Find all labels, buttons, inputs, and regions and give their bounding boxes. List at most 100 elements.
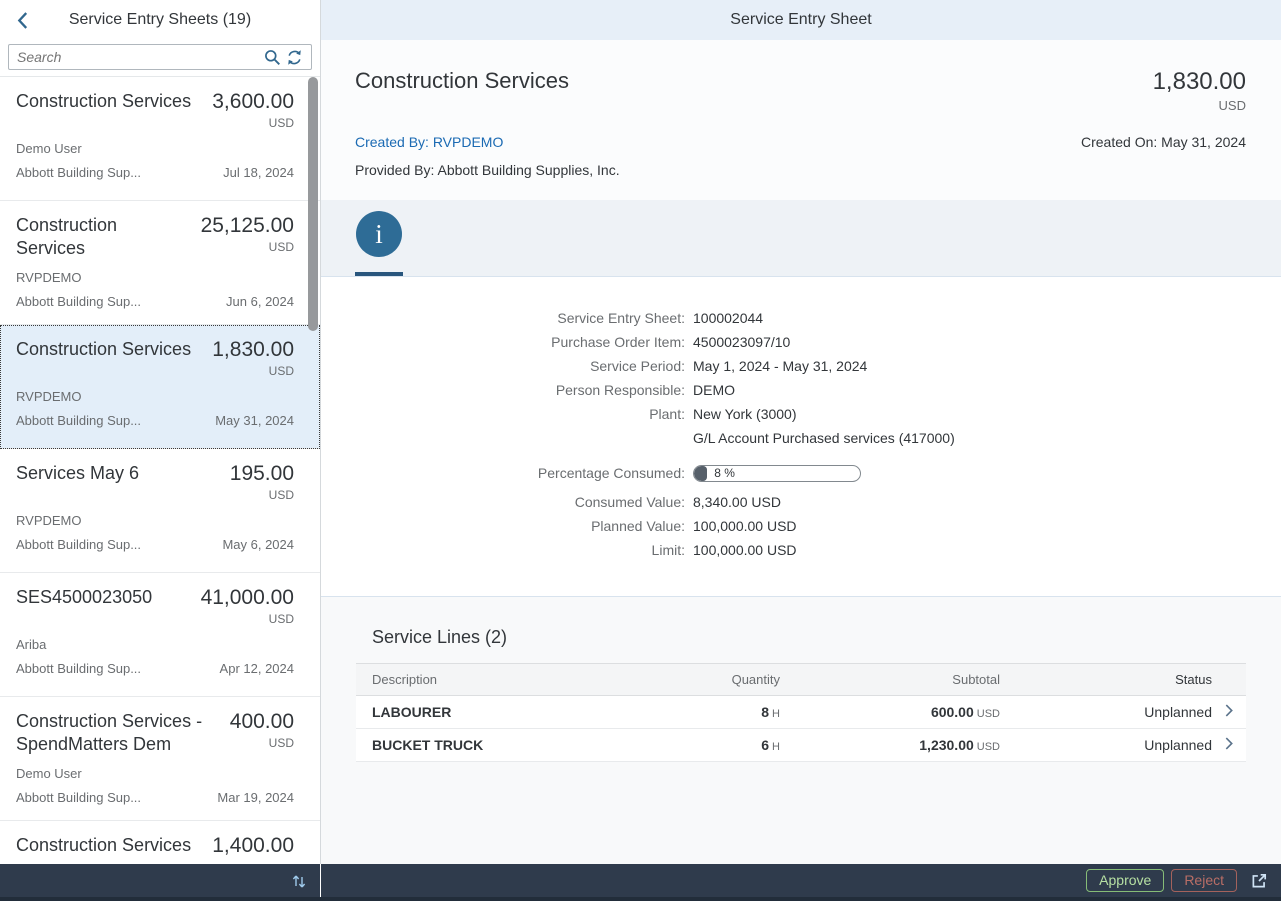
object-currency: USD [1153, 98, 1246, 113]
list-item[interactable]: Construction Services 3,600.00 USD Demo … [0, 77, 320, 201]
item-amount: 1,400.00 [212, 834, 294, 858]
form-row: Service Period: May 1, 2024 - May 31, 20… [321, 358, 1281, 382]
search-icon[interactable] [261, 48, 283, 66]
item-title: Construction Services - SpendMatters Dem [16, 710, 216, 755]
search-input[interactable] [17, 49, 261, 65]
item-user: RVPDEMO [16, 270, 294, 285]
field-value: 8,340.00 USD [693, 494, 781, 510]
search-bar-container [0, 40, 320, 77]
detail-panel: Service Entry Sheet Construction Service… [321, 0, 1281, 864]
item-currency: USD [230, 488, 294, 502]
info-icon: i [375, 221, 383, 248]
reject-button[interactable]: Reject [1171, 869, 1237, 892]
item-supplier: Abbott Building Sup... [16, 790, 141, 805]
field-label: Plant: [321, 406, 685, 422]
share-icon[interactable] [1250, 872, 1268, 890]
created-by-link[interactable]: Created By: RVPDEMO [355, 134, 503, 150]
field-label: Service Period: [321, 358, 685, 374]
service-entry-sheet-list: Construction Services 3,600.00 USD Demo … [0, 77, 320, 864]
item-date: May 31, 2024 [215, 413, 294, 428]
tab-info[interactable]: i [356, 211, 402, 257]
field-value: G/L Account Purchased services (417000) [693, 430, 955, 446]
table-header-row: Description Quantity Subtotal Status [356, 663, 1246, 696]
list-item[interactable]: SES4500023050 41,000.00 USD Ariba Abbott… [0, 573, 320, 697]
progress-fill [694, 466, 707, 481]
item-date: Jun 6, 2024 [226, 294, 294, 309]
field-value: 4500023097/10 [693, 334, 790, 350]
field-value: May 1, 2024 - May 31, 2024 [693, 358, 867, 374]
created-on-text: Created On: May 31, 2024 [1081, 134, 1246, 150]
list-item-partial[interactable]: Construction Services 1,400.00 [0, 821, 320, 864]
chevron-right-icon[interactable] [1212, 737, 1246, 753]
field-value: DEMO [693, 382, 735, 398]
master-list-panel: Service Entry Sheets (19) [0, 0, 321, 864]
item-supplier: Abbott Building Sup... [16, 294, 141, 309]
item-title: SES4500023050 [16, 586, 187, 626]
item-supplier: Abbott Building Sup... [16, 661, 141, 676]
form-row: Plant: New York (3000) [321, 406, 1281, 430]
field-label: Purchase Order Item: [321, 334, 685, 350]
item-amount: 3,600.00 [212, 90, 294, 114]
service-lines-section: Service Lines (2) Description Quantity S… [321, 596, 1281, 864]
item-supplier: Abbott Building Sup... [16, 165, 141, 180]
field-value: 100,000.00 USD [693, 518, 797, 534]
cell-quantity: 6H [650, 737, 780, 753]
provided-by-text: Provided By: Abbott Building Supplies, I… [355, 162, 1246, 178]
sidebar-header: Service Entry Sheets (19) [0, 0, 320, 40]
approve-button[interactable]: Approve [1086, 869, 1164, 892]
form-row: Consumed Value: 8,340.00 USD [321, 494, 1281, 518]
column-quantity: Quantity [650, 672, 780, 687]
service-entry-sheet-app: Service Entry Sheets (19) [0, 0, 1281, 901]
field-label: Person Responsible: [321, 382, 685, 398]
refresh-icon[interactable] [283, 48, 305, 66]
item-title: Construction Services [16, 90, 198, 130]
column-subtotal: Subtotal [780, 672, 1000, 687]
item-title: Construction Services [16, 338, 198, 378]
form-row: Planned Value: 100,000.00 USD [321, 518, 1281, 542]
item-currency: USD [212, 116, 294, 130]
table-row[interactable]: BUCKET TRUCK 6H 1,230.00USD Unplanned [356, 729, 1246, 762]
item-title: Construction Services [16, 834, 198, 858]
item-currency: USD [201, 612, 294, 626]
main-area: Service Entry Sheets (19) [0, 0, 1281, 864]
table-row[interactable]: LABOURER 8H 600.00USD Unplanned [356, 696, 1246, 729]
item-supplier: Abbott Building Sup... [16, 537, 141, 552]
footer-bar: Approve Reject [0, 864, 1281, 901]
form-row: G/L Account Purchased services (417000) [321, 430, 1281, 454]
cell-description: BUCKET TRUCK [356, 737, 650, 753]
back-icon[interactable] [12, 10, 32, 30]
service-lines-title: Service Lines (2) [372, 627, 1246, 648]
item-user: Ariba [16, 637, 294, 652]
item-title: Construction Services [16, 214, 181, 259]
item-user: RVPDEMO [16, 389, 294, 404]
list-item[interactable]: Construction Services 25,125.00 USD RVPD… [0, 201, 320, 325]
sort-icon[interactable] [290, 872, 308, 890]
item-date: Jul 18, 2024 [223, 165, 294, 180]
detail-footer: Approve Reject [321, 864, 1281, 897]
chevron-right-icon[interactable] [1212, 704, 1246, 720]
detail-page-title: Service Entry Sheet [730, 11, 871, 29]
list-item[interactable]: Construction Services - SpendMatters Dem… [0, 697, 320, 821]
item-amount: 25,125.00 [201, 214, 294, 238]
item-title: Services May 6 [16, 462, 216, 502]
percentage-consumed-row: Percentage Consumed: 8 % [321, 459, 1281, 487]
progress-value-text: 8 % [714, 466, 735, 480]
tab-selected-underline [355, 272, 403, 276]
list-item[interactable]: Services May 6 195.00 USD RVPDEMO Abbott… [0, 449, 320, 573]
item-user: Demo User [16, 766, 294, 781]
item-amount: 1,830.00 [212, 338, 294, 362]
form-row: Purchase Order Item: 4500023097/10 [321, 334, 1281, 358]
item-currency: USD [212, 364, 294, 378]
form-row: Person Responsible: DEMO [321, 382, 1281, 406]
list-item-selected[interactable]: Construction Services 1,830.00 USD RVPDE… [0, 325, 320, 449]
column-status: Status [1000, 672, 1212, 687]
list-scrollbar[interactable] [308, 77, 318, 331]
cell-status: Unplanned [1000, 704, 1212, 720]
item-date: May 6, 2024 [222, 537, 294, 552]
search-field [8, 44, 312, 70]
field-label: Service Entry Sheet: [321, 310, 685, 326]
item-amount: 41,000.00 [201, 586, 294, 610]
sidebar-footer [0, 864, 321, 897]
detail-top-bar: Service Entry Sheet [321, 0, 1281, 40]
cell-subtotal: 1,230.00USD [780, 737, 1000, 753]
